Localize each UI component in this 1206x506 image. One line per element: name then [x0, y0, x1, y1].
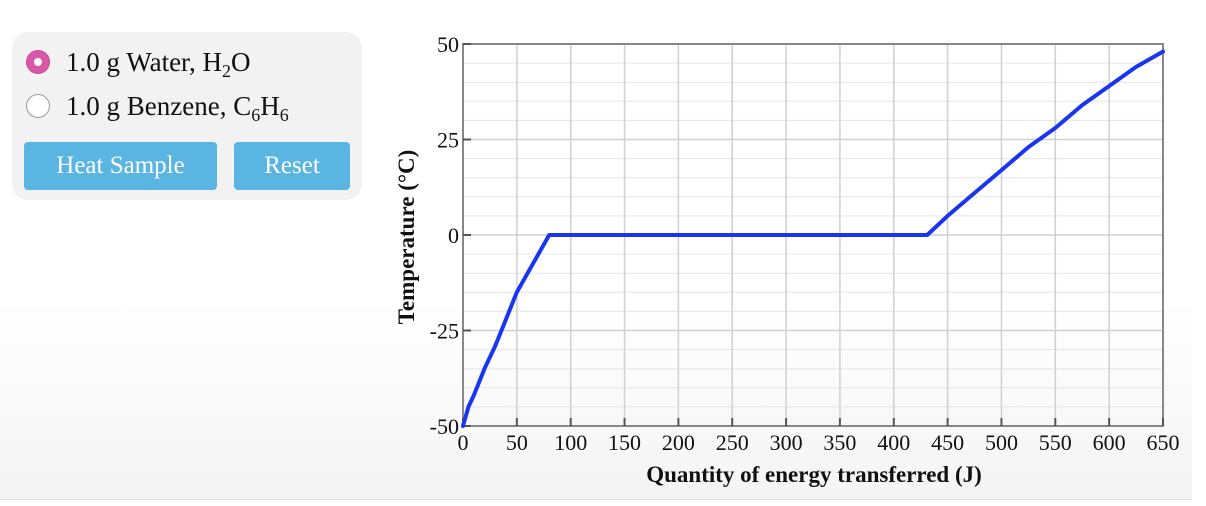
radio-water[interactable]: [26, 50, 50, 74]
x-tick-label: 50: [506, 430, 528, 455]
x-tick-label: 350: [823, 430, 856, 455]
reset-button[interactable]: Reset: [234, 142, 350, 190]
x-tick-label: 300: [770, 430, 803, 455]
option-water-subscript: 2: [221, 60, 231, 81]
heating-curve-chart: 0 50 100 150 200 250 300 350 400 450 500 550 600 650-…: [394, 32, 1180, 487]
control-panel: 1.0 g Water, H2O 1.0 g Benzene, C6H6 Hea…: [12, 32, 362, 200]
ticks: 0 50 100 150 200 250 300 350 400 450 500 550 600 650-…: [430, 32, 1180, 455]
y-tick-label: 25: [437, 128, 459, 153]
y-tick-label: -25: [430, 319, 459, 344]
y-tick-label: -50: [430, 414, 459, 439]
x-tick-label: 600: [1093, 430, 1126, 455]
x-tick-label: 200: [662, 430, 695, 455]
x-axis-title: Quantity of energy transferred (J): [646, 462, 982, 487]
option-water-label: 1.0 g Water, H2O: [66, 46, 251, 81]
x-tick-label: 500: [985, 430, 1018, 455]
simulation-stage: 1.0 g Water, H2O 1.0 g Benzene, C6H6 Hea…: [0, 0, 1192, 500]
y-tick-label: 0: [448, 223, 459, 248]
x-tick-label: 650: [1147, 430, 1180, 455]
x-tick-label: 400: [877, 430, 910, 455]
y-tick-label: 50: [437, 32, 459, 57]
x-tick-label: 100: [554, 430, 587, 455]
stage-bottom-border: [0, 499, 1192, 500]
grid: [462, 43, 1164, 427]
x-tick-label: 250: [716, 430, 749, 455]
option-water-text-tail: O: [230, 46, 251, 77]
option-benzene-subscript-1: 6: [251, 104, 261, 125]
option-benzene-text-tail: H: [260, 90, 280, 121]
option-benzene-text: 1.0 g Benzene, C: [66, 90, 252, 121]
option-benzene-label: 1.0 g Benzene, C6H6: [66, 90, 289, 125]
option-water[interactable]: 1.0 g Water, H2O: [26, 44, 250, 80]
x-tick-label: 450: [931, 430, 964, 455]
x-tick-label: 0: [458, 430, 469, 455]
temperature-series-line: [461, 49, 1165, 428]
x-tick-label: 550: [1039, 430, 1072, 455]
y-axis-title: Temperature (°C): [394, 150, 419, 325]
option-benzene[interactable]: 1.0 g Benzene, C6H6: [26, 88, 289, 124]
radio-benzene[interactable]: [26, 94, 50, 118]
option-benzene-subscript-2: 6: [279, 104, 289, 125]
x-tick-label: 150: [608, 430, 641, 455]
option-water-text: 1.0 g Water, H: [66, 46, 222, 77]
heat-sample-button[interactable]: Heat Sample: [24, 142, 217, 190]
